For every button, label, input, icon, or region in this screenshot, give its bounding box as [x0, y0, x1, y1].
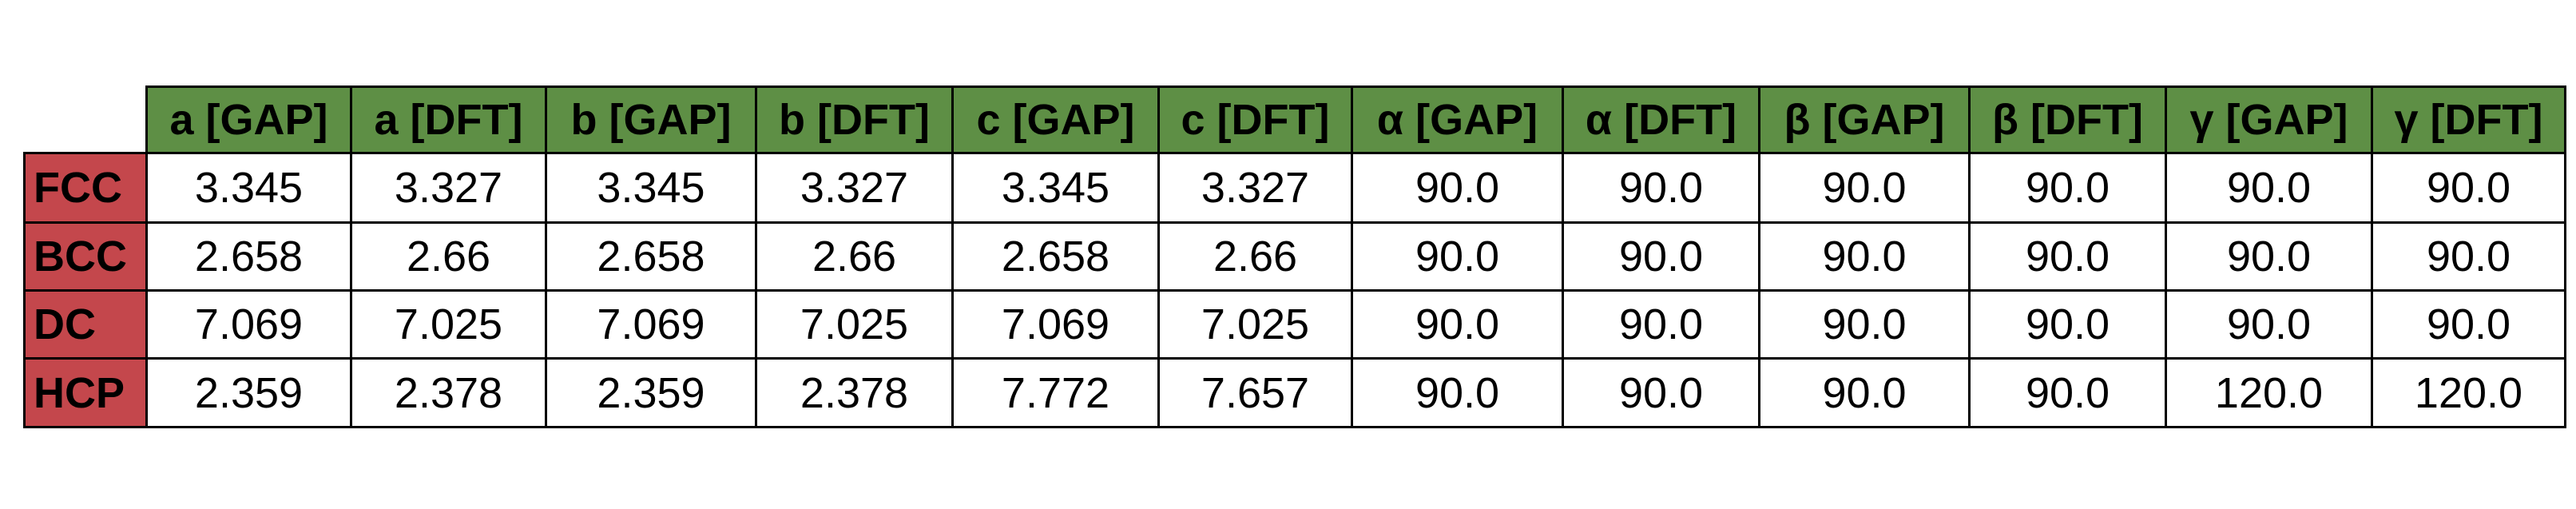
- table-cell: 90.0: [2371, 221, 2566, 292]
- table-cell: 90.0: [1758, 221, 1971, 292]
- table-cell: 2.359: [545, 357, 757, 428]
- column-header: α [DFT]: [1562, 85, 1760, 154]
- table-cell: 3.345: [545, 152, 757, 224]
- column-header: γ [DFT]: [2371, 85, 2566, 154]
- table-cell: 90.0: [1562, 357, 1760, 428]
- column-header: γ [GAP]: [2165, 85, 2373, 154]
- column-header: β [DFT]: [1968, 85, 2167, 154]
- table-cell: 90.0: [2165, 221, 2373, 292]
- table-cell: 2.658: [951, 221, 1160, 292]
- table-cell: 7.069: [545, 289, 757, 360]
- table-cell: 3.327: [755, 152, 954, 224]
- table-cell: 90.0: [1351, 289, 1564, 360]
- table-cell: 90.0: [1968, 221, 2167, 292]
- table-cell: 2.359: [145, 357, 352, 428]
- table-cell: 3.345: [145, 152, 352, 224]
- table-cell: 90.0: [1351, 221, 1564, 292]
- table-cell: 7.069: [951, 289, 1160, 360]
- column-header: α [GAP]: [1351, 85, 1564, 154]
- table-cell: 90.0: [1562, 289, 1760, 360]
- table-cell: 7.025: [755, 289, 954, 360]
- table-cell: 90.0: [1968, 289, 2167, 360]
- column-header: b [GAP]: [545, 85, 757, 154]
- column-header: c [DFT]: [1157, 85, 1353, 154]
- table-cell: 90.0: [1968, 152, 2167, 224]
- table-cell: 120.0: [2371, 357, 2566, 428]
- table-cell: 90.0: [1562, 152, 1760, 224]
- table-cell: 2.658: [545, 221, 757, 292]
- table-cell: 3.345: [951, 152, 1160, 224]
- table-cell: 2.66: [1157, 221, 1353, 292]
- table-cell: 90.0: [2371, 152, 2566, 224]
- table-cell: 90.0: [1758, 152, 1971, 224]
- table-cell: 7.025: [350, 289, 547, 360]
- column-header: b [DFT]: [755, 85, 954, 154]
- table-cell: 3.327: [1157, 152, 1353, 224]
- table-cell: 2.66: [755, 221, 954, 292]
- table-cell: 3.327: [350, 152, 547, 224]
- table-cell: 7.772: [951, 357, 1160, 428]
- row-header: FCC: [23, 152, 148, 224]
- column-header: c [GAP]: [951, 85, 1160, 154]
- column-header: a [GAP]: [145, 85, 352, 154]
- table-cell: 2.658: [145, 221, 352, 292]
- table-cell: 90.0: [1351, 152, 1564, 224]
- table-cell: 90.0: [1758, 289, 1971, 360]
- table-cell: 90.0: [1351, 357, 1564, 428]
- table-cell: 120.0: [2165, 357, 2373, 428]
- table-cell: 2.378: [350, 357, 547, 428]
- table-cell: 90.0: [2371, 289, 2566, 360]
- table-cell: 7.069: [145, 289, 352, 360]
- table-cell: 7.657: [1157, 357, 1353, 428]
- table-cell: 2.378: [755, 357, 954, 428]
- table-cell: 90.0: [2165, 289, 2373, 360]
- table-cell: 7.025: [1157, 289, 1353, 360]
- table-cell: 2.66: [350, 221, 547, 292]
- row-header: DC: [23, 289, 148, 360]
- table-cell: 90.0: [1758, 357, 1971, 428]
- table-cell: 90.0: [2165, 152, 2373, 224]
- table-cell: 90.0: [1968, 357, 2167, 428]
- table-cell: 90.0: [1562, 221, 1760, 292]
- column-header: a [DFT]: [350, 85, 547, 154]
- row-header: HCP: [23, 357, 148, 428]
- row-header: BCC: [23, 221, 148, 292]
- column-header: β [GAP]: [1758, 85, 1971, 154]
